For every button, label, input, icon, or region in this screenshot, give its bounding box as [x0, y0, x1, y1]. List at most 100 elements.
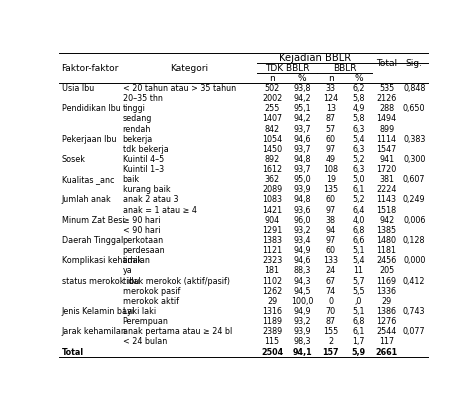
Text: 1189: 1189	[262, 317, 282, 326]
Text: sedang: sedang	[123, 114, 152, 123]
Text: 0,128: 0,128	[403, 236, 426, 245]
Text: 2323: 2323	[262, 256, 282, 265]
Text: 6,1: 6,1	[352, 327, 365, 336]
Text: 1407: 1407	[262, 114, 282, 123]
Text: 1421: 1421	[262, 206, 282, 215]
Text: 13: 13	[326, 104, 336, 113]
Text: Minum Zat Besi: Minum Zat Besi	[62, 216, 124, 225]
Text: 95,0: 95,0	[293, 175, 311, 184]
Text: < 90 hari: < 90 hari	[123, 226, 160, 235]
Text: 0,077: 0,077	[403, 327, 426, 336]
Text: 4,0: 4,0	[352, 216, 365, 225]
Text: 2089: 2089	[262, 185, 282, 194]
Text: n: n	[328, 74, 334, 83]
Text: 93,4: 93,4	[293, 236, 311, 245]
Text: 5,5: 5,5	[352, 287, 365, 296]
Text: %: %	[298, 74, 306, 83]
Text: Kuintil 1–3: Kuintil 1–3	[123, 165, 164, 174]
Text: 381: 381	[379, 175, 394, 184]
Text: 94,6: 94,6	[293, 256, 311, 265]
Text: 1518: 1518	[377, 206, 397, 215]
Text: 57: 57	[326, 125, 336, 133]
Text: 5,1: 5,1	[352, 307, 365, 316]
Text: 0,412: 0,412	[403, 276, 426, 286]
Text: 38: 38	[326, 216, 336, 225]
Text: Laki laki: Laki laki	[123, 307, 156, 316]
Text: 115: 115	[265, 337, 280, 347]
Text: 5,2: 5,2	[352, 195, 365, 204]
Text: Pekerjaan Ibu: Pekerjaan Ibu	[62, 135, 116, 144]
Text: < 24 bulan: < 24 bulan	[123, 337, 167, 347]
Text: 6,3: 6,3	[352, 125, 365, 133]
Text: 94: 94	[326, 226, 336, 235]
Text: 135: 135	[323, 185, 338, 194]
Text: 94,9: 94,9	[293, 307, 311, 316]
Text: 67: 67	[326, 276, 336, 286]
Text: 1480: 1480	[377, 236, 397, 245]
Text: 1121: 1121	[262, 246, 282, 255]
Text: 2126: 2126	[377, 94, 397, 103]
Text: 4,9: 4,9	[352, 104, 365, 113]
Text: 1720: 1720	[377, 165, 397, 174]
Text: 904: 904	[265, 216, 280, 225]
Text: 5,8: 5,8	[352, 94, 365, 103]
Text: 97: 97	[326, 145, 336, 154]
Text: BBLR: BBLR	[333, 64, 356, 73]
Text: perkotaan: perkotaan	[123, 236, 164, 245]
Text: 1169: 1169	[377, 276, 397, 286]
Text: ya: ya	[123, 266, 133, 276]
Text: 1143: 1143	[377, 195, 397, 204]
Text: 93,8: 93,8	[293, 84, 311, 93]
Text: 29: 29	[267, 297, 277, 306]
Text: 94,2: 94,2	[293, 94, 311, 103]
Text: anak 2 atau 3: anak 2 atau 3	[123, 195, 178, 204]
Text: Total: Total	[376, 59, 397, 68]
Text: 11: 11	[353, 266, 363, 276]
Text: Kualitas _anc: Kualitas _anc	[62, 175, 114, 184]
Text: 0,006: 0,006	[403, 216, 426, 225]
Text: 5,0: 5,0	[352, 175, 365, 184]
Text: 1054: 1054	[262, 135, 282, 144]
Text: 1083: 1083	[262, 195, 282, 204]
Text: 2504: 2504	[261, 347, 283, 357]
Text: 24: 24	[326, 266, 336, 276]
Text: 93,9: 93,9	[293, 185, 311, 194]
Text: Pendidikan Ibu: Pendidikan Ibu	[62, 104, 120, 113]
Text: 74: 74	[326, 287, 336, 296]
Text: 6,1: 6,1	[352, 185, 365, 194]
Text: 0,743: 0,743	[403, 307, 426, 316]
Text: 97: 97	[326, 206, 336, 215]
Text: Kuintil 4–5: Kuintil 4–5	[123, 155, 164, 164]
Text: 93,2: 93,2	[293, 226, 311, 235]
Text: 255: 255	[265, 104, 280, 113]
Text: 181: 181	[265, 266, 280, 276]
Text: Jarak kehamilan: Jarak kehamilan	[62, 327, 126, 336]
Text: 6,8: 6,8	[352, 226, 365, 235]
Text: anak pertama atau ≥ 24 bl: anak pertama atau ≥ 24 bl	[123, 327, 232, 336]
Text: status merokok ibu: status merokok ibu	[62, 276, 139, 286]
Text: Total: Total	[62, 347, 84, 357]
Text: 502: 502	[265, 84, 280, 93]
Text: 5,2: 5,2	[352, 155, 365, 164]
Text: 1316: 1316	[262, 307, 282, 316]
Text: merokok aktif: merokok aktif	[123, 297, 179, 306]
Text: 0,848: 0,848	[403, 84, 426, 93]
Text: 19: 19	[326, 175, 336, 184]
Text: 1612: 1612	[262, 165, 282, 174]
Text: 93,7: 93,7	[293, 165, 311, 174]
Text: 70: 70	[326, 307, 336, 316]
Text: Komplikasi kehamilan: Komplikasi kehamilan	[62, 256, 150, 265]
Text: 96,0: 96,0	[293, 216, 311, 225]
Text: merokok pasif: merokok pasif	[123, 287, 180, 296]
Text: 94,5: 94,5	[293, 287, 311, 296]
Text: 2661: 2661	[376, 347, 398, 357]
Text: 5,1: 5,1	[352, 246, 365, 255]
Text: 95,1: 95,1	[293, 104, 311, 113]
Text: 93,6: 93,6	[293, 206, 311, 215]
Text: 6,4: 6,4	[352, 206, 365, 215]
Text: 1114: 1114	[377, 135, 397, 144]
Text: 0,607: 0,607	[403, 175, 426, 184]
Text: Daerah Tinggal: Daerah Tinggal	[62, 236, 123, 245]
Text: bekerja: bekerja	[123, 135, 153, 144]
Text: 1383: 1383	[262, 236, 282, 245]
